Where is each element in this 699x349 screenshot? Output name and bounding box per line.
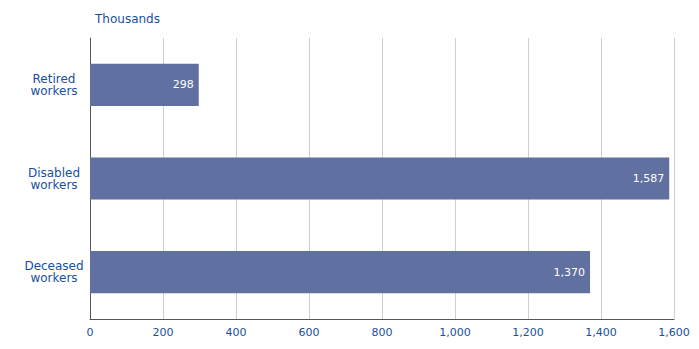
svg-text:800: 800 bbox=[372, 326, 393, 339]
svg-text:1,370: 1,370 bbox=[554, 266, 586, 279]
svg-text:workers: workers bbox=[30, 178, 77, 192]
svg-text:Thousands: Thousands bbox=[94, 12, 160, 26]
svg-text:400: 400 bbox=[226, 326, 247, 339]
svg-text:0: 0 bbox=[87, 326, 94, 339]
svg-text:298: 298 bbox=[173, 78, 194, 91]
svg-text:1,400: 1,400 bbox=[585, 326, 617, 339]
svg-text:workers: workers bbox=[30, 271, 77, 285]
svg-text:1,200: 1,200 bbox=[512, 326, 544, 339]
svg-text:200: 200 bbox=[153, 326, 174, 339]
svg-text:Disabled: Disabled bbox=[27, 165, 81, 180]
svg-text:600: 600 bbox=[299, 326, 320, 339]
svg-text:1,000: 1,000 bbox=[439, 326, 471, 339]
svg-text:1,587: 1,587 bbox=[633, 172, 665, 185]
svg-text:Retired: Retired bbox=[32, 71, 76, 86]
svg-text:1,600: 1,600 bbox=[658, 326, 690, 339]
svg-text:Deceased: Deceased bbox=[24, 259, 84, 274]
svg-text:workers: workers bbox=[30, 84, 77, 98]
